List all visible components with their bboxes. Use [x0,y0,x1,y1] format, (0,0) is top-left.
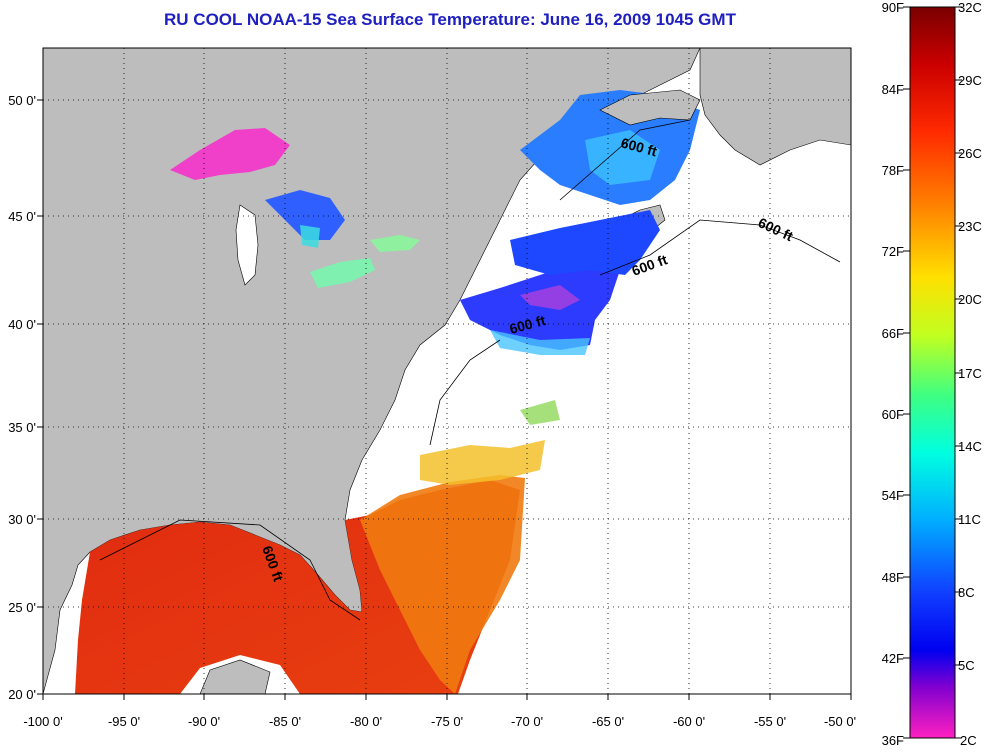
colorbar-f-label: 36F [882,733,904,748]
colorbar-c-label: 11C [958,512,981,527]
colorbar-f-label: 84F [882,82,904,97]
lake-michigan [235,204,259,286]
y-tick-label: 30 0' [8,512,36,527]
sst-atlantic-yellow [420,440,545,485]
colorbar-c-label: 26C [958,146,982,161]
map-title: RU COOL NOAA-15 Sea Surface Temperature:… [164,10,736,29]
colorbar-f-label: 90F [882,0,904,15]
colorbar-f-label: 48F [882,570,904,585]
colorbar-ticks [903,6,962,739]
x-tick-label: -60 0' [673,714,705,729]
colorbar-f-label: 78F [882,163,904,178]
colorbar-f-label: 66F [882,326,904,341]
y-tick-label: 25 0' [8,600,36,615]
colorbar-c-label: 2C [960,733,977,748]
y-tick-label: 20 0' [8,687,36,702]
x-tick-label: -65 0' [592,714,624,729]
land-maritimes [699,48,851,166]
colorbar-c-label: 20C [958,292,982,307]
sst-atlantic-warm [360,475,525,694]
sst-mid-atlantic-purple [520,285,580,310]
colorbar-c-label: 32C [958,0,982,15]
y-tick-label: 40 0' [8,317,36,332]
lake-erie [310,258,375,288]
colorbar-c-label: 23C [958,219,982,234]
x-tick-label: -90 0' [188,714,220,729]
colorbar-c-label: 5C [958,658,975,673]
sst-gulf-of-maine [510,210,660,275]
sst-st-lawrence-cyan [585,130,660,185]
x-tick-label: -80 0' [350,714,382,729]
colorbar-c-label: 14C [958,439,982,454]
sst-shelf-cyan [490,330,590,355]
land-yucatan [199,659,271,694]
y-tick-label: 45 0' [8,209,36,224]
x-tick-label: -100 0' [23,714,62,729]
isobath-600ft [99,119,841,621]
x-tick-label: -95 0' [108,714,140,729]
y-axis [37,99,43,695]
x-tick-label: -50 0' [824,714,856,729]
colorbar-f-label: 60F [882,407,904,422]
colorbar-f-label: 72F [882,244,904,259]
lake-superior [170,128,290,180]
y-tick-label: 35 0' [8,420,36,435]
colorbar-c-label: 29C [958,73,982,88]
x-tick-label: -85 0' [269,714,301,729]
y-tick-label: 50 0' [8,93,36,108]
x-tick-label: -75 0' [431,714,463,729]
lake-ontario [370,235,420,252]
land-gaspe [599,89,701,126]
colorbar-c-label: 17C [958,366,982,381]
sst-atlantic-green [520,400,560,425]
lake-huron-cyan [300,225,320,248]
x-tick-label: -55 0' [754,714,786,729]
x-tick-label: -70 0' [511,714,543,729]
colorbar-f-label: 42F [882,651,904,666]
colorbar-f-label: 54F [882,488,904,503]
colorbar [909,6,956,739]
x-axis [42,694,852,700]
colorbar-c-label: 8C [958,585,975,600]
lake-huron [265,190,345,240]
